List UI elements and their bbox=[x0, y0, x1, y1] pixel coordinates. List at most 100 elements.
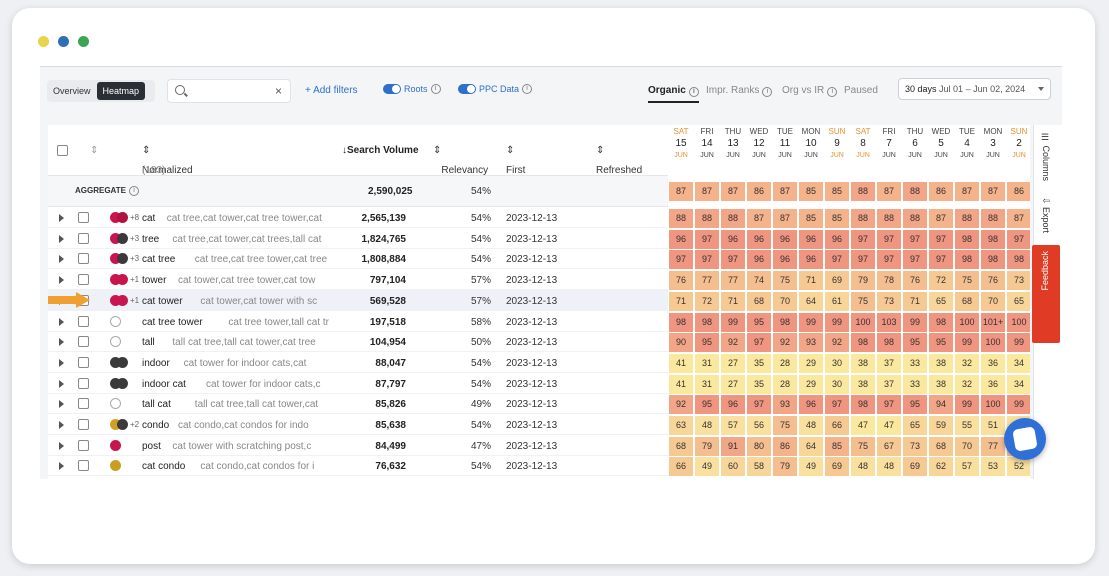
heatmap-cell[interactable]: 52 bbox=[1007, 457, 1030, 477]
heatmap-cell[interactable]: 98 bbox=[981, 250, 1005, 270]
row-checkbox[interactable] bbox=[78, 398, 89, 410]
heatmap-cell[interactable]: 97 bbox=[747, 333, 771, 353]
heatmap-cell[interactable]: 100 bbox=[981, 333, 1005, 353]
heatmap-cell[interactable]: 95 bbox=[747, 312, 771, 332]
heatmap-cell[interactable]: 38 bbox=[929, 374, 953, 394]
expand-icon[interactable] bbox=[59, 255, 64, 264]
expand-icon[interactable] bbox=[59, 317, 64, 326]
heatmap-cell[interactable]: 96 bbox=[747, 250, 771, 270]
heatmap-cell[interactable]: 61 bbox=[825, 291, 849, 311]
heatmap-cell[interactable]: 41 bbox=[669, 353, 693, 373]
heatmap-cell[interactable]: 85 bbox=[799, 209, 823, 228]
heatmap-cell[interactable]: 74 bbox=[747, 271, 771, 291]
heatmap-cell[interactable]: 88 bbox=[955, 209, 979, 228]
heatmap-cell[interactable]: 90 bbox=[669, 333, 693, 353]
heatmap-cell[interactable]: 97 bbox=[721, 250, 745, 270]
heatmap-cell[interactable]: 77 bbox=[721, 271, 745, 291]
heatmap-cell[interactable]: 87 bbox=[695, 182, 719, 201]
heatmap-cell[interactable]: 98 bbox=[929, 312, 953, 332]
heatmap-cell[interactable]: 36 bbox=[981, 353, 1005, 373]
expand-icon[interactable] bbox=[59, 338, 64, 347]
col-refreshed-at[interactable]: Refreshed at ⇕ bbox=[596, 145, 642, 187]
heatmap-cell[interactable]: 75 bbox=[955, 271, 979, 291]
tab-overview[interactable]: Overview bbox=[53, 86, 91, 96]
heatmap-cell[interactable]: 86 bbox=[1007, 182, 1030, 201]
heatmap-cell[interactable]: 47 bbox=[851, 416, 875, 435]
heatmap-cell[interactable]: 75 bbox=[851, 291, 875, 311]
heatmap-cell[interactable]: 93 bbox=[773, 395, 797, 415]
heatmap-cell[interactable]: 76 bbox=[669, 271, 693, 291]
heatmap-cell[interactable]: 27 bbox=[721, 374, 745, 394]
heatmap-cell[interactable]: 98 bbox=[1007, 250, 1030, 270]
heatmap-cell[interactable]: 97 bbox=[877, 229, 901, 249]
sort-icon[interactable]: ⇕ bbox=[90, 145, 99, 156]
info-icon[interactable]: i bbox=[688, 87, 699, 97]
heatmap-cell[interactable]: 80 bbox=[747, 436, 771, 456]
heatmap-cell[interactable]: 87 bbox=[929, 209, 953, 228]
info-icon[interactable]: i bbox=[762, 87, 773, 97]
heatmap-cell[interactable]: 98 bbox=[877, 333, 901, 353]
heatmap-cell[interactable]: 98 bbox=[955, 229, 979, 249]
heatmap-cell[interactable]: 41 bbox=[669, 374, 693, 394]
heatmap-cell[interactable]: 71 bbox=[799, 271, 823, 291]
help-chat-button[interactable] bbox=[1004, 418, 1046, 460]
tab-org-vs-ir[interactable]: Org vs IR i bbox=[782, 85, 838, 97]
info-icon[interactable]: i bbox=[522, 84, 533, 94]
heatmap-cell[interactable]: 33 bbox=[903, 353, 927, 373]
col-search-volume[interactable]: ↓Search Volume bbox=[342, 145, 419, 156]
row-checkbox[interactable] bbox=[78, 419, 89, 430]
heatmap-cell[interactable]: 79 bbox=[773, 457, 797, 477]
heatmap-cell[interactable]: 88 bbox=[903, 182, 927, 201]
heatmap-cell[interactable]: 97 bbox=[695, 250, 719, 270]
table-row[interactable]: +1 cat tower cat tower,cat tower with sc… bbox=[48, 289, 668, 311]
heatmap-cell[interactable]: 96 bbox=[773, 229, 797, 249]
heatmap-cell[interactable]: 69 bbox=[825, 271, 849, 291]
heatmap-cell[interactable]: 69 bbox=[903, 457, 927, 477]
heatmap-cell[interactable]: 88 bbox=[851, 209, 875, 228]
row-checkbox[interactable] bbox=[78, 356, 89, 368]
heatmap-cell[interactable]: 70 bbox=[773, 291, 797, 311]
table-row[interactable]: indoor cat tower for indoor cats,cat 88,… bbox=[48, 352, 668, 373]
heatmap-cell[interactable]: 38 bbox=[851, 353, 875, 373]
tab-paused[interactable]: Paused bbox=[844, 85, 878, 96]
heatmap-cell[interactable]: 71 bbox=[669, 291, 693, 311]
heatmap-cell[interactable]: 35 bbox=[747, 374, 771, 394]
heatmap-cell[interactable]: 68 bbox=[929, 436, 953, 456]
heatmap-cell[interactable]: 96 bbox=[825, 229, 849, 249]
heatmap-cell[interactable]: 97 bbox=[929, 250, 953, 270]
info-icon[interactable]: i bbox=[430, 84, 441, 94]
root-keyword[interactable]: tall cat bbox=[142, 399, 171, 411]
clear-search-icon[interactable]: × bbox=[274, 84, 282, 98]
window-dot-yellow[interactable] bbox=[38, 36, 49, 47]
heatmap-cell[interactable]: 87 bbox=[981, 182, 1005, 201]
heatmap-cell[interactable]: 48 bbox=[851, 457, 875, 477]
heatmap-cell[interactable]: 66 bbox=[825, 416, 849, 435]
heatmap-cell[interactable]: 86 bbox=[773, 436, 797, 456]
expand-icon[interactable] bbox=[59, 462, 64, 471]
heatmap-cell[interactable]: 79 bbox=[851, 271, 875, 291]
heatmap-cell[interactable]: 88 bbox=[851, 182, 875, 201]
heatmap-cell[interactable]: 100 bbox=[955, 312, 979, 332]
heatmap-cell[interactable]: 31 bbox=[695, 374, 719, 394]
heatmap-cell[interactable]: 95 bbox=[903, 333, 927, 353]
heatmap-cell[interactable]: 73 bbox=[877, 291, 901, 311]
heatmap-cell[interactable]: 49 bbox=[799, 457, 823, 477]
heatmap-cell[interactable]: 97 bbox=[851, 250, 875, 270]
heatmap-cell[interactable]: 36 bbox=[981, 374, 1005, 394]
heatmap-cell[interactable]: 92 bbox=[721, 333, 745, 353]
heatmap-cell[interactable]: 99 bbox=[799, 312, 823, 332]
tab-organic[interactable]: Organic i bbox=[648, 85, 699, 103]
heatmap-cell[interactable]: 77 bbox=[981, 436, 1005, 456]
col-relevancy[interactable]: ⇕ Relevancy bbox=[433, 145, 489, 176]
root-keyword[interactable]: cat tree bbox=[142, 254, 176, 266]
heatmap-cell[interactable]: 31 bbox=[695, 353, 719, 373]
columns-button[interactable]: ☰ Columns bbox=[1041, 133, 1051, 182]
row-checkbox[interactable] bbox=[78, 315, 89, 327]
heatmap-cell[interactable]: 87 bbox=[747, 209, 771, 228]
heatmap-cell[interactable]: 77 bbox=[695, 271, 719, 291]
heatmap-cell[interactable]: 49 bbox=[695, 457, 719, 477]
ppc-toggle[interactable]: PPC Data i bbox=[458, 84, 533, 94]
table-row[interactable]: cat tree tower cat tree tower,tall cat t… bbox=[48, 311, 668, 332]
heatmap-cell[interactable]: 87 bbox=[721, 182, 745, 201]
heatmap-cell[interactable]: 95 bbox=[929, 333, 953, 353]
